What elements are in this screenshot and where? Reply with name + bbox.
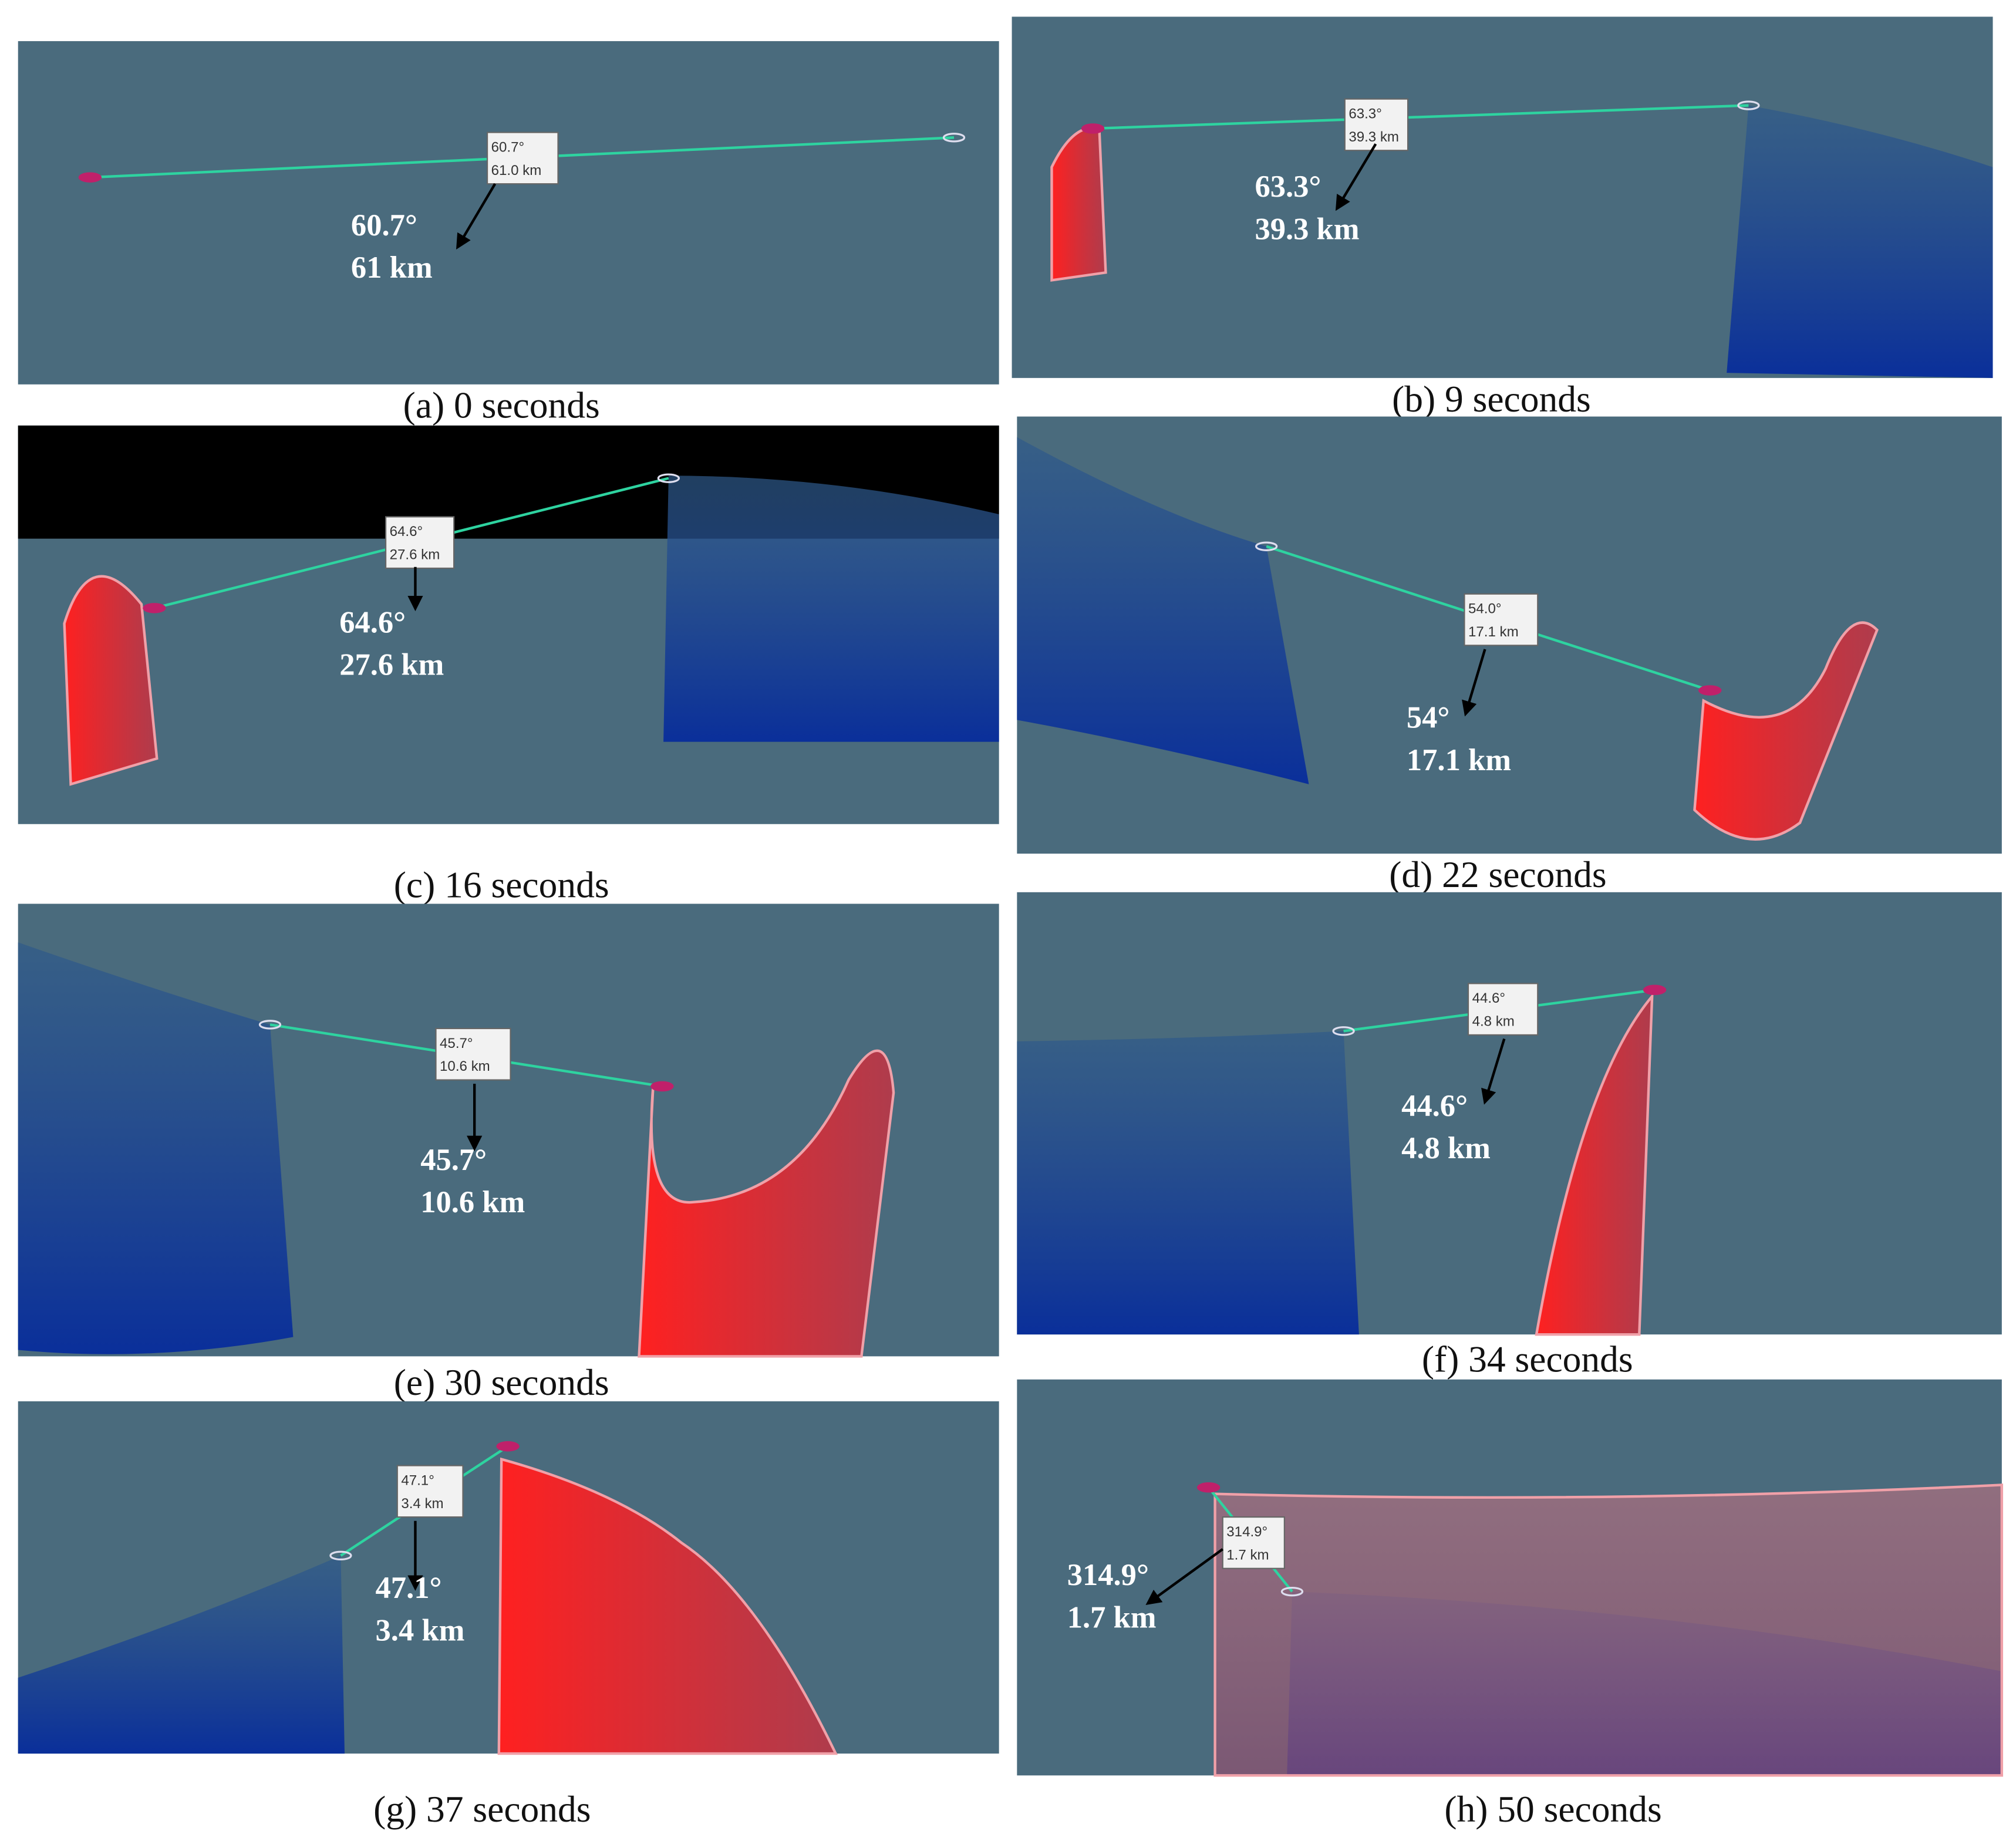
annotation: 314.9° [1067, 1558, 1149, 1592]
coverage-red [1050, 126, 1107, 282]
coverage-blue [663, 476, 999, 742]
annotation: 3.4 km [376, 1613, 465, 1647]
annotation: 63.3° [1255, 170, 1321, 204]
coverage-blue [18, 1555, 345, 1754]
pointer-arrow [1335, 143, 1377, 211]
caption: (d) 22 seconds [1389, 854, 1606, 895]
panel: 314.9° 1.7 km 314.9° 1.7 km (h) 50 seconds [1017, 1379, 2004, 1830]
coverage-blue [1017, 1031, 1359, 1335]
target [942, 133, 966, 143]
label-box-text: 39.3 km [1349, 129, 1399, 145]
annotation: 17.1 km [1407, 743, 1511, 777]
label-box-text: 314.9° [1226, 1524, 1267, 1540]
aircraft [143, 603, 166, 613]
coverage-blue [1017, 437, 1309, 784]
label-box [1344, 98, 1409, 151]
pointer-arrow [1481, 1038, 1506, 1105]
label-box-text: 45.7° [440, 1036, 473, 1051]
label-box-text: 44.6° [1472, 990, 1506, 1006]
target [258, 1020, 282, 1030]
coverage-red [1535, 992, 1654, 1336]
annotation: 39.3 km [1255, 212, 1359, 246]
coverage-red [497, 1457, 838, 1755]
label-box-text: 61.0 km [491, 163, 542, 178]
coverage-red [63, 575, 159, 786]
panel: 63.3° 39.3 km 63.3° 39.3 km (b) 9 seconds [1012, 16, 1993, 420]
caption: (e) 30 seconds [394, 1361, 609, 1403]
label-box-text: 60.7° [491, 139, 525, 155]
label-box [486, 132, 559, 185]
label-box-text: 54.0° [1468, 601, 1502, 617]
link-line [1093, 104, 1749, 130]
coverage-red [1693, 621, 1879, 841]
coverage-blue [18, 942, 294, 1354]
panel: 60.7° 61.0 km 60.7° 61 km (a) 0 seconds [18, 41, 999, 426]
target [1280, 1586, 1304, 1597]
label-box-text: 64.6° [390, 524, 423, 540]
aircraft [78, 172, 102, 183]
target [657, 473, 680, 483]
panel: 64.6° 27.6 km 64.6° 27.6 km (c) 16 seconds [18, 425, 999, 906]
annotation: 60.7° [351, 208, 417, 242]
panel: 45.7° 10.6 km 45.7° 10.6 km (e) 30 seconds [18, 903, 999, 1403]
label-box [396, 1465, 464, 1518]
label-box-text: 3.4 km [401, 1496, 443, 1512]
coverage-red [638, 1049, 895, 1358]
label-box [385, 516, 455, 569]
panel: 54.0° 17.1 km 54° 17.1 km (d) 22 seconds [1017, 416, 2002, 895]
annotation: 45.7° [420, 1143, 487, 1177]
annotation: 61 km [351, 251, 433, 285]
panel: 47.1° 3.4 km 47.1° 3.4 km (g) 37 seconds [18, 1401, 999, 1830]
coverage-red [1213, 1483, 2004, 1777]
caption: (h) 50 seconds [1444, 1788, 1661, 1830]
caption: (g) 37 seconds [373, 1788, 591, 1830]
pointer-arrow [1145, 1548, 1224, 1605]
label-box-text: 17.1 km [1468, 624, 1519, 640]
scene [18, 41, 999, 385]
annotation: 64.6° [339, 605, 406, 639]
aircraft [1081, 123, 1105, 134]
label-box-text: 27.6 km [390, 547, 440, 563]
target [329, 1550, 352, 1561]
label-box [435, 1027, 511, 1081]
annotation: 10.6 km [420, 1185, 525, 1219]
pointer-arrow [456, 183, 497, 249]
annotation: 47.1° [376, 1571, 442, 1605]
annotation: 1.7 km [1067, 1600, 1157, 1634]
caption: (b) 9 seconds [1392, 378, 1591, 420]
aircraft [650, 1081, 674, 1092]
label-box-text: 4.8 km [1472, 1014, 1515, 1030]
aircraft [1643, 984, 1667, 996]
label-box-text: 10.6 km [440, 1058, 490, 1074]
aircraft [496, 1441, 520, 1452]
annotation: 4.8 km [1401, 1131, 1491, 1165]
annotation: 54° [1407, 701, 1450, 735]
label-box [1222, 1516, 1285, 1569]
caption: (a) 0 seconds [403, 385, 600, 426]
target [1737, 100, 1760, 110]
pointer-arrow [1462, 649, 1486, 717]
target [1255, 541, 1278, 551]
target [1332, 1026, 1355, 1036]
caption: (c) 16 seconds [394, 864, 609, 906]
label-box-text: 47.1° [401, 1472, 434, 1488]
panel: 44.6° 4.8 km 44.6° 4.8 km (f) 34 seconds [1017, 892, 2002, 1380]
label-box [1464, 593, 1539, 646]
label-box-text: 1.7 km [1226, 1547, 1269, 1563]
aircraft [1698, 685, 1722, 696]
annotation: 44.6° [1401, 1089, 1468, 1123]
caption: (f) 34 seconds [1422, 1338, 1633, 1380]
aircraft [1196, 1482, 1221, 1493]
label-box [1467, 983, 1539, 1036]
label-box-text: 63.3° [1349, 106, 1382, 122]
annotation: 27.6 km [339, 648, 444, 682]
coverage-blue [1727, 105, 1993, 378]
